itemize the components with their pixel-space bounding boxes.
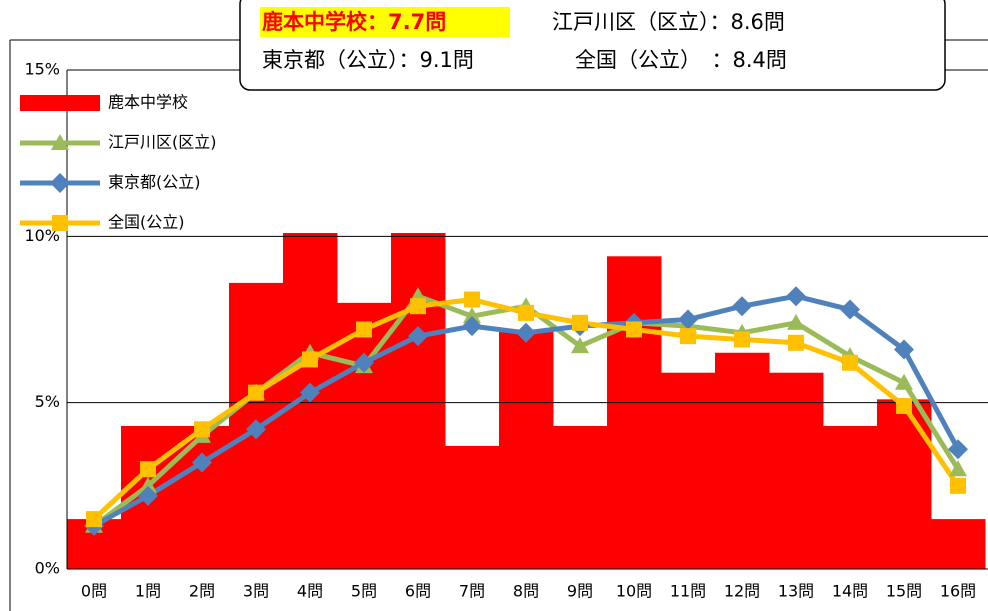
marker	[51, 134, 69, 150]
bar	[445, 445, 500, 569]
legend-label: 東京都(公立)	[108, 173, 201, 192]
x-tick-label: 10問	[616, 582, 652, 601]
bar	[175, 425, 230, 569]
marker	[788, 334, 804, 351]
bar	[607, 256, 662, 569]
marker	[139, 476, 157, 493]
y-tick-label: 5%	[35, 392, 60, 411]
x-tick-label: 5問	[351, 582, 377, 601]
bar	[877, 399, 932, 569]
marker	[948, 439, 968, 460]
marker	[86, 511, 102, 528]
marker	[516, 322, 536, 343]
marker	[246, 419, 266, 440]
legend-swatch	[20, 95, 100, 111]
bar	[553, 425, 608, 569]
x-tick-label: 8問	[513, 582, 539, 601]
legend-label: 鹿本中学校	[108, 93, 188, 112]
marker	[894, 339, 914, 360]
marker	[462, 316, 482, 337]
marker	[52, 215, 68, 231]
x-tick-label: 3問	[243, 582, 269, 601]
marker	[680, 328, 696, 345]
y-tick-label: 10%	[24, 226, 60, 245]
bar	[337, 302, 392, 569]
marker	[138, 485, 158, 506]
x-tick-label: 13問	[778, 582, 814, 601]
x-tick-label: 14問	[832, 582, 868, 601]
marker	[354, 352, 374, 373]
marker	[840, 299, 860, 320]
highlight	[260, 7, 510, 37]
x-tick-label: 1問	[135, 582, 161, 601]
marker	[518, 304, 534, 321]
annotation: 東京都（公立）：9.1問	[262, 48, 474, 72]
marker	[787, 313, 805, 330]
marker	[463, 307, 481, 324]
marker	[571, 337, 589, 354]
x-tick-label: 4問	[297, 582, 323, 601]
marker	[949, 460, 967, 477]
marker	[408, 326, 428, 347]
marker	[950, 477, 966, 494]
bar	[391, 233, 446, 570]
bar	[661, 372, 716, 569]
marker	[302, 351, 318, 368]
legend-label: 全国(公立)	[108, 213, 185, 232]
marker	[300, 382, 320, 403]
x-tick-label: 0問	[81, 582, 107, 601]
marker	[786, 286, 806, 307]
x-tick-label: 2問	[189, 582, 215, 601]
marker	[678, 309, 698, 330]
marker	[464, 291, 480, 308]
marker	[896, 397, 912, 414]
plot-area: 0% 5% 10% 15% 0問 1問 2問 3問 4問 5問 6問 7問 8問 9問 10問 11問 12問 1…	[20, 60, 988, 601]
marker	[248, 384, 264, 401]
annotation: 鹿本中学校：7.7問	[262, 10, 446, 34]
marker	[410, 298, 426, 315]
annotation: 江戸川区（区立）：8.6問	[552, 10, 785, 34]
y-tick-label: 15%	[24, 60, 60, 79]
bar	[715, 352, 770, 569]
bar	[499, 329, 554, 569]
bar	[769, 372, 824, 569]
marker	[356, 321, 372, 338]
marker	[626, 321, 642, 338]
marker	[895, 373, 913, 390]
x-tick-label: 15問	[886, 582, 922, 601]
marker	[194, 421, 210, 438]
legend-label: 江戸川区(区立)	[108, 133, 217, 152]
bar	[823, 425, 878, 569]
marker	[50, 173, 70, 193]
marker	[572, 314, 588, 331]
marker	[192, 452, 212, 473]
marker	[734, 331, 750, 348]
y-tick-label: 0%	[35, 559, 60, 578]
x-tick-label: 11問	[670, 582, 706, 601]
x-tick-label: 12問	[724, 582, 760, 601]
x-tick-label: 9問	[567, 582, 593, 601]
marker	[842, 354, 858, 371]
marker	[732, 296, 752, 317]
annotation: 全国（公立） ：8.4問	[575, 48, 787, 72]
x-tick-label: 6問	[405, 582, 431, 601]
x-tick-label: 16問	[940, 582, 976, 601]
marker	[140, 461, 156, 478]
bar	[931, 519, 986, 569]
x-tick-label: 7問	[459, 582, 485, 601]
